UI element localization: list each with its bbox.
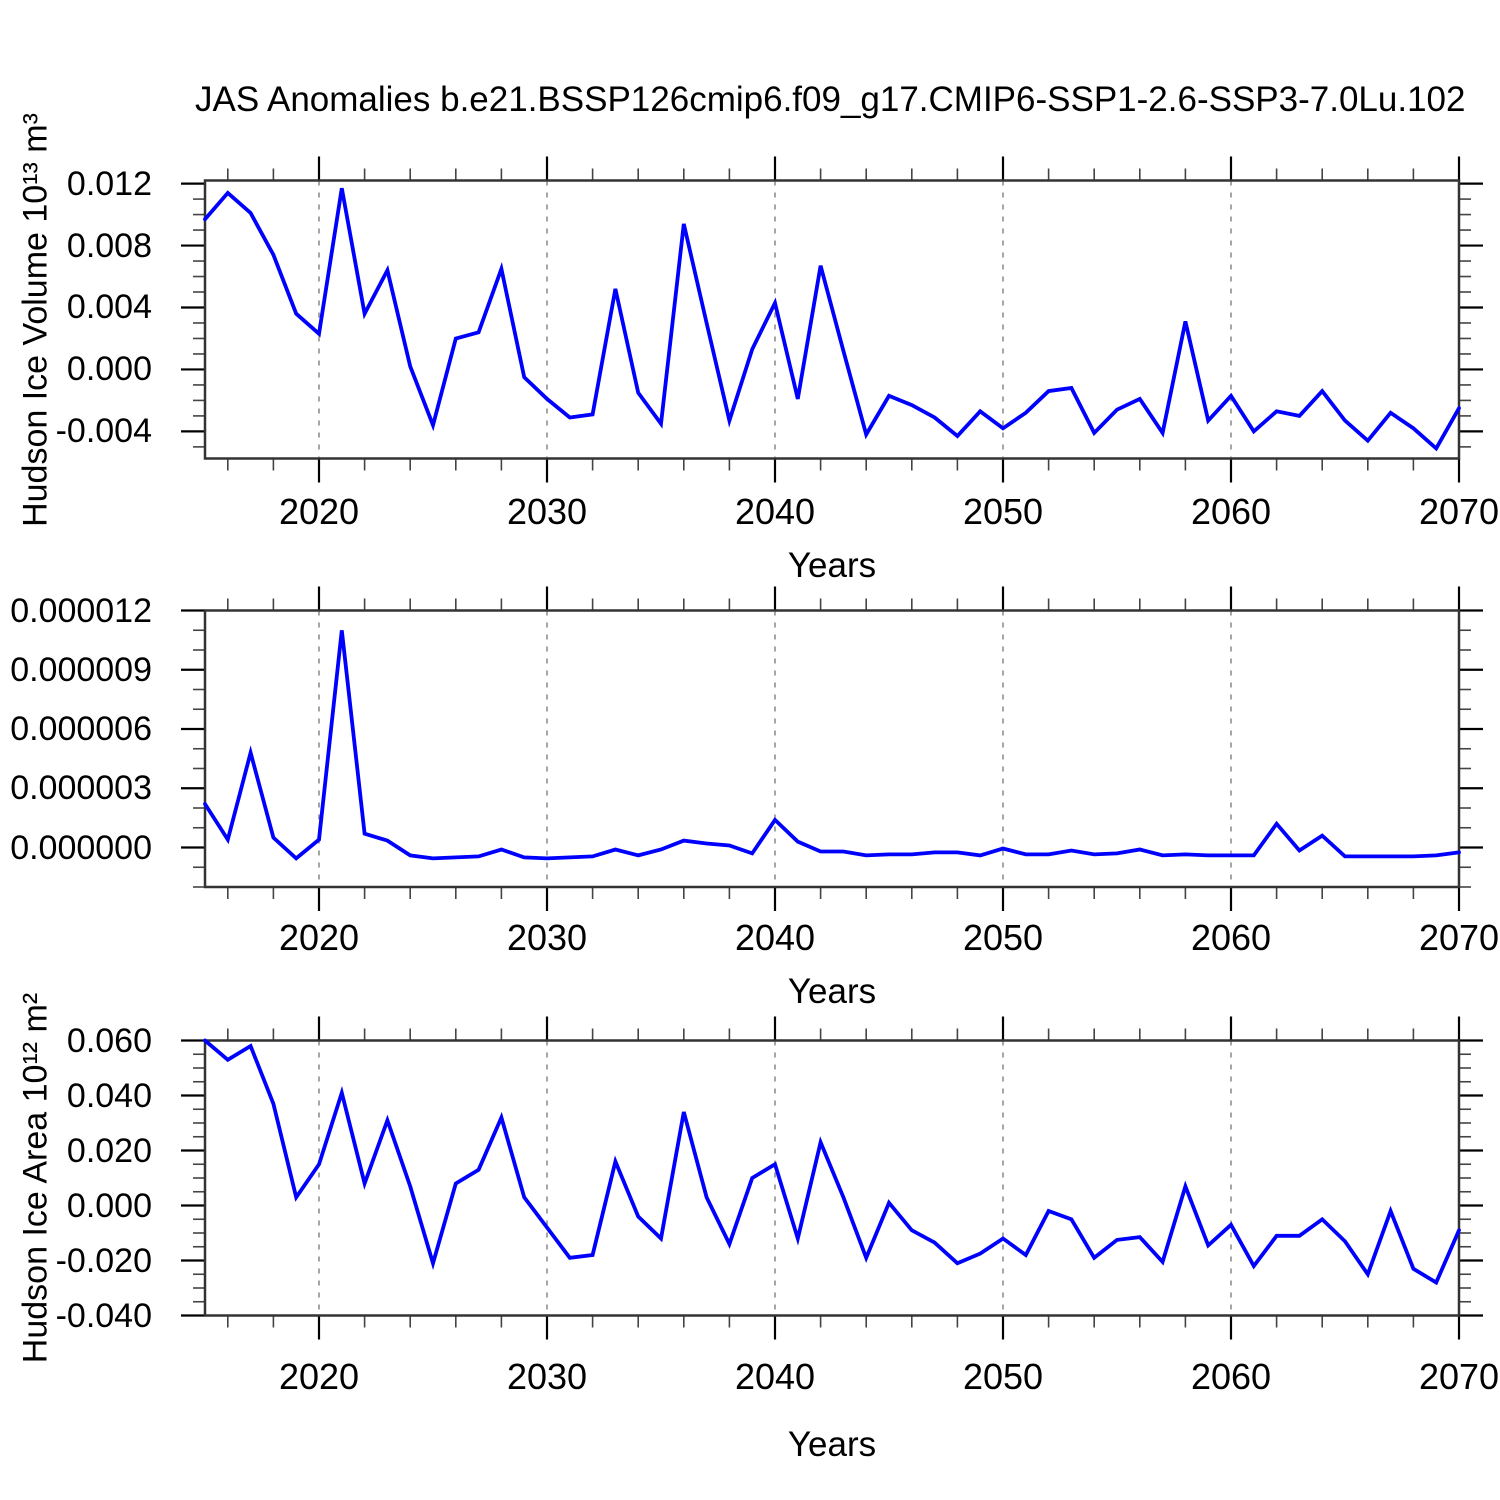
y-tick-label: 0.000: [66, 1186, 152, 1225]
y-tick-label: -0.020: [55, 1241, 152, 1280]
x-tick-label: 2020: [278, 491, 360, 532]
plot-frame: [203, 609, 1461, 889]
x-tick-label: 2070: [1418, 917, 1500, 958]
x-tick-label: 2020: [278, 917, 360, 958]
x-axis-title: Years: [787, 972, 877, 1011]
chart-title: JAS Anomalies b.e21.BSSP126cmip6.f09_g17…: [195, 80, 1466, 119]
x-tick-label: 2040: [734, 917, 816, 958]
x-axis-title: Years: [787, 1425, 877, 1464]
y-tick-label: 0.000000: [10, 828, 152, 867]
y-tick-label: 0.000: [66, 350, 152, 389]
x-tick-label: 2060: [1190, 917, 1272, 958]
y-tick-label: 0.012: [66, 164, 152, 203]
y-tick-label: 0.040: [66, 1076, 152, 1115]
x-tick-label: 2040: [734, 491, 816, 532]
x-tick-label: 2020: [278, 1356, 360, 1397]
hudson_ice_area-chart: [181, 1016, 1483, 1340]
y-tick-label: 0.004: [66, 288, 152, 327]
hudson_ice_middle_series-chart: [181, 586, 1483, 911]
hudson_ice_middle_series-data-line: [203, 630, 1461, 861]
x-tick-label: 2050: [962, 917, 1044, 958]
plot-frame: [203, 1039, 1461, 1317]
x-tick-label: 2030: [506, 491, 588, 532]
x-tick-label: 2050: [962, 1356, 1044, 1397]
y-tick-label: 0.000009: [10, 650, 152, 689]
x-tick-label: 2070: [1418, 1356, 1500, 1397]
y-tick-label: -0.004: [55, 412, 152, 451]
y-axis-title: Hudson Ice Area 10¹² m²: [16, 992, 55, 1364]
x-tick-label: 2070: [1418, 491, 1500, 532]
y-axis-title: Hudson Ice Volume 10¹³ m³: [16, 112, 55, 527]
y-tick-label: 0.000012: [10, 591, 152, 630]
y-tick-label: 0.008: [66, 226, 152, 265]
x-tick-label: 2060: [1190, 1356, 1272, 1397]
x-tick-label: 2030: [506, 917, 588, 958]
x-axis-title: Years: [787, 546, 877, 585]
hudson_ice_area-data-line: [203, 1038, 1461, 1286]
y-tick-label: 0.000006: [10, 710, 152, 748]
x-tick-label: 2060: [1190, 491, 1272, 532]
hudson_ice_volume-chart: [181, 156, 1483, 483]
y-tick-label: 0.000003: [10, 769, 152, 808]
plot-frame: [203, 179, 1461, 460]
hudson_ice_volume-data-line: [203, 187, 1461, 452]
x-tick-label: 2050: [962, 491, 1044, 532]
x-tick-label: 2040: [734, 1356, 816, 1397]
y-tick-label: 0.060: [66, 1021, 152, 1060]
x-tick-label: 2030: [506, 1356, 588, 1397]
y-tick-label: -0.040: [55, 1296, 152, 1335]
y-tick-label: 0.020: [66, 1131, 152, 1170]
